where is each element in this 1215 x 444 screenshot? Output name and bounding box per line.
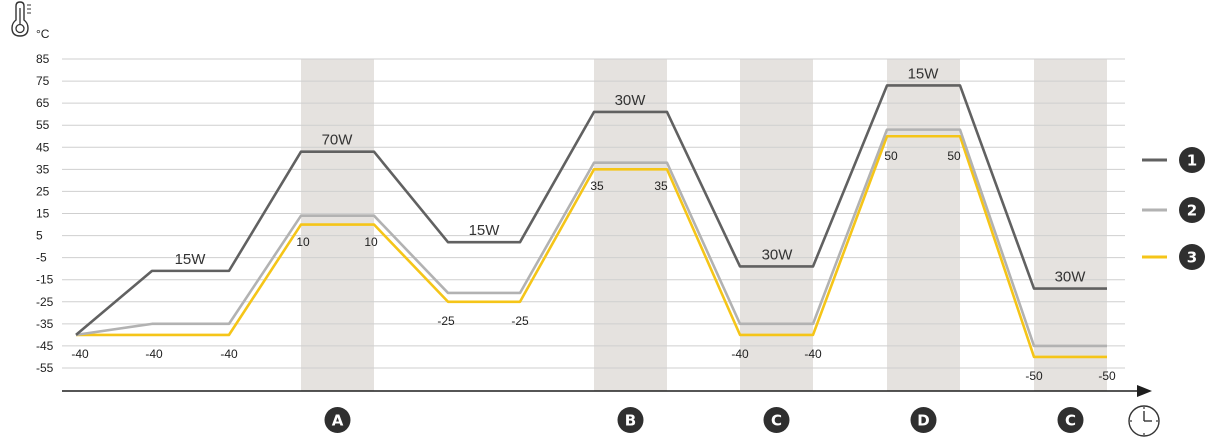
phase-bands <box>301 59 1107 391</box>
temperature-label: -50 <box>1098 369 1116 383</box>
phase-band <box>594 59 667 391</box>
power-label: 15W <box>469 222 501 239</box>
temperature-label: -25 <box>437 314 455 328</box>
legend-badge <box>1179 244 1205 270</box>
temperature-label: 50 <box>947 149 961 163</box>
phase-band <box>1034 59 1107 391</box>
temperature-label: -25 <box>511 314 529 328</box>
y-tick-label: -55 <box>36 361 54 375</box>
temperature-label: -40 <box>220 347 238 361</box>
legend-badge <box>1179 197 1205 223</box>
phase-badge <box>617 407 644 433</box>
phase-badge-label: C <box>1065 412 1076 430</box>
x-axis <box>62 385 1152 397</box>
phase-badge-label: A <box>332 412 344 430</box>
clock-icon <box>1128 405 1160 437</box>
series-line-2 <box>75 128 1107 348</box>
phase-band <box>740 59 813 391</box>
phase-badge-label: C <box>771 412 782 430</box>
legend-label: 3 <box>1187 249 1197 267</box>
temperature-label: -40 <box>71 347 89 361</box>
y-tick-label: -15 <box>36 273 54 287</box>
temperature-label: 10 <box>296 235 310 249</box>
y-tick-label: 35 <box>36 162 50 176</box>
phase-badge-label: D <box>917 412 929 430</box>
thermometer-icon <box>11 1 31 37</box>
temperature-label: -40 <box>145 347 163 361</box>
legend-label: 2 <box>1187 202 1197 220</box>
phase-badge <box>324 407 351 433</box>
legend-badge <box>1179 147 1205 173</box>
temperature-label: 50 <box>884 149 898 163</box>
phase-badge <box>763 407 790 433</box>
y-tick-label: 55 <box>36 118 50 132</box>
y-tick-label: 85 <box>36 52 50 66</box>
data-labels: 15W 70W 15W 30W 30W 15W 30W -40 -40 -40 10 10 -25 -25… <box>71 65 1116 383</box>
legend: 1 2 3 <box>1142 147 1205 270</box>
power-label: 15W <box>908 65 940 82</box>
temperature-label: 35 <box>590 179 604 193</box>
power-label: 70W <box>322 132 354 149</box>
power-label: 30W <box>762 246 794 263</box>
phase-band <box>887 59 960 391</box>
y-tick-label: 45 <box>36 140 50 154</box>
series-lines <box>75 84 1107 359</box>
y-tick-label: 5 <box>36 229 43 243</box>
y-tick-label: 65 <box>36 96 50 110</box>
y-axis-ticks: 85 75 65 55 45 35 25 15 5 -5 -15 -25 -35 -45 -55 <box>36 52 54 375</box>
y-tick-label: -35 <box>36 317 54 331</box>
temperature-label: -40 <box>804 347 822 361</box>
temperature-label: -50 <box>1025 369 1043 383</box>
y-axis-unit: °C <box>36 27 50 41</box>
phase-badge <box>1057 407 1084 433</box>
power-label: 30W <box>615 92 647 109</box>
series-line-1 <box>75 84 1107 336</box>
y-tick-label: -45 <box>36 339 54 353</box>
y-tick-label: -25 <box>36 295 54 309</box>
power-label: 15W <box>175 251 207 268</box>
temperature-label: 35 <box>654 179 668 193</box>
y-tick-label: 25 <box>36 184 50 198</box>
y-tick-label: 75 <box>36 74 50 88</box>
phase-badge <box>910 407 937 433</box>
temperature-label: 10 <box>364 235 378 249</box>
phase-badge-label: B <box>625 412 636 430</box>
power-label: 30W <box>1055 269 1087 286</box>
series-line-3 <box>76 134 1107 359</box>
y-tick-label: 15 <box>36 207 50 221</box>
temperature-label: -40 <box>731 347 749 361</box>
legend-label: 1 <box>1187 152 1197 170</box>
y-tick-label: -5 <box>36 251 47 265</box>
gridlines <box>62 58 1125 369</box>
